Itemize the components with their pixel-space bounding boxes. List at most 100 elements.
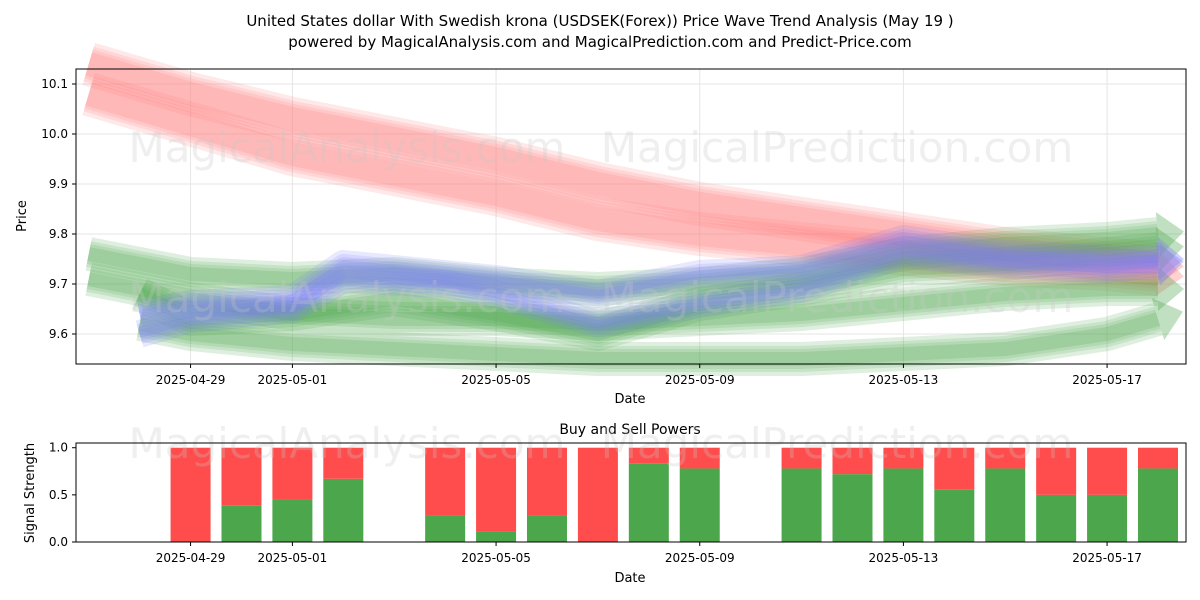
signal-y-tick-label: 1.0 bbox=[49, 441, 68, 455]
price-band-stroke bbox=[136, 244, 1159, 344]
price-band-blue bbox=[136, 225, 1184, 328]
price-band-arrowhead bbox=[1155, 227, 1184, 271]
price-x-tick-label: 2025-05-17 bbox=[1072, 373, 1142, 387]
price-band-green bbox=[136, 297, 1183, 376]
price-y-tick-label: 9.8 bbox=[49, 227, 68, 241]
sell-bar bbox=[170, 447, 211, 542]
watermark-left-2: MagicalAnalysis.com bbox=[129, 273, 566, 322]
watermark-left: MagicalAnalysis.com bbox=[129, 123, 566, 172]
buy-bar bbox=[628, 463, 669, 542]
signal-x-tick-label: 2025-05-05 bbox=[461, 551, 531, 565]
price-band-arrowhead bbox=[1151, 297, 1183, 341]
signal-y-axis-label: Signal Strength bbox=[23, 443, 38, 543]
price-band-arrowhead bbox=[1155, 242, 1184, 286]
price-band-stroke bbox=[86, 269, 1158, 334]
price-x-tick-label: 2025-05-01 bbox=[258, 373, 328, 387]
buy-bar bbox=[425, 515, 466, 542]
price-band-stroke bbox=[136, 225, 1158, 328]
price-axes-frame bbox=[75, 68, 1187, 365]
signal-x-tick-label: 2025-05-13 bbox=[869, 551, 939, 565]
price-band-arrowhead bbox=[1157, 237, 1184, 281]
price-band-green bbox=[85, 212, 1184, 306]
price-band-stroke bbox=[137, 247, 1159, 341]
sell-bar bbox=[985, 447, 1026, 469]
sell-bar bbox=[934, 447, 975, 490]
price-band-stroke bbox=[135, 239, 1159, 344]
signal-x-tick-label: 2025-05-01 bbox=[258, 551, 328, 565]
buy-bar bbox=[781, 468, 822, 542]
price-band-arrowhead bbox=[1155, 242, 1184, 286]
price-band-stroke bbox=[86, 224, 1159, 299]
price-grid bbox=[76, 69, 1186, 364]
price-x-tick-label: 2025-04-29 bbox=[156, 373, 226, 387]
price-x-axis-label: Date bbox=[614, 392, 645, 407]
price-y-tick-label: 10.0 bbox=[41, 127, 68, 141]
price-band-stroke bbox=[84, 79, 1160, 289]
sell-bar bbox=[1036, 447, 1077, 495]
price-band-stroke bbox=[132, 232, 1160, 351]
price-band-green bbox=[85, 262, 1184, 341]
signal-bars bbox=[170, 447, 1178, 542]
signal-ticks: 0.0 0.5 1.0 2025-04-29 2025-05-01 2025-05-05 2… bbox=[49, 441, 1142, 565]
signal-panel: Buy and Sell Powers MagicalAnalysis.com … bbox=[23, 419, 1187, 586]
price-band-stroke bbox=[138, 312, 1160, 366]
price-plot-area bbox=[76, 69, 1186, 364]
price-band-stroke bbox=[137, 309, 1161, 369]
buy-bar bbox=[934, 489, 975, 542]
watermark-right-2: MagicalPrediction.com bbox=[601, 273, 1074, 322]
price-band-stroke bbox=[137, 306, 1162, 372]
sell-bar bbox=[679, 447, 720, 469]
price-ticks: 9.6 9.7 9.8 9.9 10.0 10.1 2025-04-29 2025-05-01… bbox=[41, 77, 1142, 387]
price-wave-bands bbox=[82, 42, 1184, 376]
price-band-stroke bbox=[86, 221, 1160, 302]
price-band-stroke bbox=[138, 235, 1158, 318]
price-y-tick-label: 9.9 bbox=[49, 177, 68, 191]
figure-title: United States dollar With Swedish krona … bbox=[246, 12, 953, 30]
price-y-axis-label: Price bbox=[15, 200, 30, 232]
price-band-arrowhead bbox=[1155, 212, 1184, 256]
signal-y-tick-label: 0.0 bbox=[49, 535, 68, 549]
price-band-stroke bbox=[87, 272, 1158, 331]
buy-bar bbox=[832, 474, 873, 542]
price-band-blue bbox=[135, 240, 1184, 348]
sell-bar bbox=[476, 447, 517, 532]
sell-bar bbox=[781, 447, 822, 469]
price-band-stroke bbox=[138, 250, 1159, 338]
signal-x-tick-label: 2025-05-17 bbox=[1072, 551, 1142, 565]
figure-subtitle: powered by MagicalAnalysis.com and Magic… bbox=[288, 33, 912, 51]
signal-y-tick-label: 0.5 bbox=[49, 488, 68, 502]
sell-bar bbox=[323, 447, 364, 479]
sell-bar bbox=[425, 447, 466, 516]
price-band-stroke bbox=[137, 229, 1158, 324]
sell-bar bbox=[628, 447, 669, 464]
signal-x-tick-label: 2025-05-09 bbox=[665, 551, 735, 565]
buy-bar bbox=[221, 505, 262, 542]
price-band-stroke bbox=[82, 72, 1161, 296]
price-band-stroke bbox=[133, 236, 1160, 347]
buy-bar bbox=[272, 499, 313, 542]
price-y-tick-label: 10.1 bbox=[41, 77, 68, 91]
buy-bar bbox=[1137, 468, 1178, 542]
buy-bar bbox=[1036, 494, 1077, 542]
signal-axes-frame bbox=[75, 442, 1187, 543]
buy-bar bbox=[985, 468, 1026, 542]
price-band-stroke bbox=[136, 302, 1163, 376]
signal-title: Buy and Sell Powers bbox=[559, 422, 700, 438]
sell-bar bbox=[577, 447, 618, 542]
buy-bar bbox=[883, 468, 924, 542]
sell-bar bbox=[832, 447, 873, 475]
price-band-stroke bbox=[86, 266, 1158, 337]
signal-x-tick-label: 2025-04-29 bbox=[156, 551, 226, 565]
price-band-stroke bbox=[135, 240, 1160, 348]
price-panel: MagicalAnalysis.com MagicalPrediction.co… bbox=[15, 42, 1187, 407]
price-band-red bbox=[82, 42, 1184, 286]
buy-bar bbox=[476, 531, 517, 542]
signal-x-axis-label: Date bbox=[614, 571, 645, 586]
price-band-arrowhead bbox=[1155, 252, 1184, 296]
sell-bar bbox=[526, 447, 567, 516]
price-band-stroke bbox=[87, 227, 1159, 296]
price-y-tick-label: 9.6 bbox=[49, 327, 68, 341]
price-band-stroke bbox=[82, 42, 1161, 286]
price-band-stroke bbox=[138, 232, 1158, 321]
